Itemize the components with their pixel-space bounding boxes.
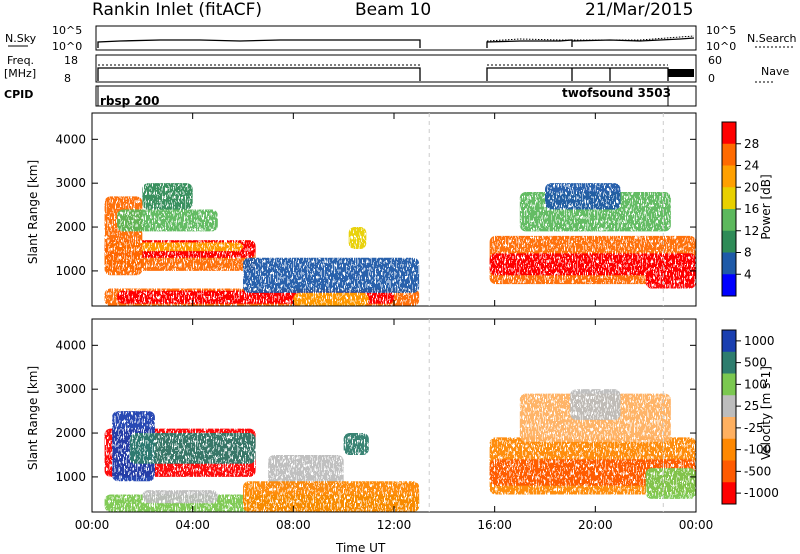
colorbar-tick-label: 12 — [744, 224, 759, 238]
power-echo — [489, 253, 696, 276]
colorbar-segment — [722, 209, 736, 232]
cpid-label: CPID — [4, 88, 33, 101]
nsky-panel: N.Sky 10^5 10^0 10^5 10^0 N.Search — [5, 24, 797, 53]
y-tick-label: 4000 — [55, 338, 86, 352]
power-echo — [645, 266, 696, 289]
freq-tick-high: 18 — [64, 54, 78, 67]
y-tick-label: 2000 — [55, 220, 86, 234]
freq-panel: Freq. [MHz] 18 8 60 0 Nave — [4, 54, 789, 85]
power-echo — [348, 227, 367, 249]
x-tick-label: 12:00 — [377, 518, 412, 532]
nsky-right-tick-low: 10^0 — [706, 40, 736, 53]
freq-label: Freq. — [7, 54, 34, 67]
time-axis: 00:00 04:00 08:00 12:00 16:00 20:00 00:00 — [75, 113, 714, 532]
y-tick-label: 3000 — [55, 176, 86, 190]
x-tick-label: 04:00 — [175, 518, 210, 532]
colorbar-segment — [722, 482, 736, 505]
nave-tick-low: 0 — [708, 72, 715, 85]
colorbar-segment — [722, 438, 736, 461]
cpid-rbsp: rbsp 200 — [100, 94, 159, 108]
velocity-ylabel: Slant Range [km] — [26, 366, 40, 470]
colorbar-segment — [722, 417, 736, 440]
x-tick-label: 16:00 — [477, 518, 512, 532]
power-ylabel: Slant Range [km] — [26, 160, 40, 264]
x-tick-label: 08:00 — [276, 518, 311, 532]
nsky-tick-high: 10^5 — [52, 24, 82, 37]
date-title: 21/Mar/2015 — [585, 0, 693, 20]
colorbar-tick-label: 500 — [744, 356, 767, 370]
colorbar-tick-label: 4 — [744, 267, 752, 281]
beam-title: Beam 10 — [355, 0, 431, 20]
power-echo — [104, 196, 143, 276]
velocity-echo — [570, 389, 621, 420]
colorbar-segment — [722, 187, 736, 210]
colorbar-tick-label: 100 — [744, 377, 767, 391]
colorbar-segment — [722, 122, 736, 145]
station-title: Rankin Inlet (fitACF) — [92, 0, 262, 20]
freq-tick-low: 8 — [64, 72, 71, 85]
velocity-echo — [129, 433, 256, 464]
cpid-panel: CPID rbsp 200 twofsound 3503 — [4, 85, 697, 108]
power-echo — [293, 292, 369, 306]
colorbar-segment — [722, 395, 736, 418]
nsearch-label: N.Search — [747, 32, 797, 45]
y-tick-label: 4000 — [55, 132, 86, 146]
colorbar-tick-label: -500 — [744, 464, 771, 478]
colorbar-tick-label: 1000 — [744, 334, 775, 348]
colorbar-tick-label: 16 — [744, 202, 759, 216]
colorbar-tick-label: 25 — [744, 399, 759, 413]
freq-unit-label: [MHz] — [4, 67, 36, 80]
colorbar-segment — [722, 165, 736, 188]
power-colorbar-label: Power [dB] — [759, 174, 773, 239]
nsky-label: N.Sky — [5, 32, 37, 45]
velocity-echo — [343, 433, 369, 455]
nave-tick-high: 60 — [708, 54, 722, 67]
velocity-echo — [243, 481, 420, 512]
velocity-echo — [142, 490, 218, 504]
velocity-echo — [489, 459, 696, 486]
colorbar-segment — [722, 230, 736, 253]
cpid-twofsound: twofsound 3503 — [562, 86, 671, 100]
power-panel: 4000 3000 2000 1000 Slant Range [km] 28 24 20… — [26, 112, 773, 307]
colorbar-tick-label: 28 — [744, 137, 759, 151]
colorbar-segment — [722, 330, 736, 353]
power-echo — [117, 209, 218, 232]
colorbar-tick-label: -25 — [744, 421, 764, 435]
time-xlabel: Time UT — [335, 541, 386, 554]
power-echo — [545, 183, 621, 210]
colorbar-segment — [722, 373, 736, 396]
colorbar-segment — [722, 274, 736, 297]
power-echo — [243, 257, 420, 293]
colorbar-tick-label: -100 — [744, 443, 771, 457]
velocity-colorbar-label: Velocity [m s-1] — [759, 366, 773, 460]
colorbar-segment — [722, 351, 736, 374]
x-tick-label: 00:00 — [679, 518, 714, 532]
colorbar-tick-label: 8 — [744, 246, 752, 260]
y-tick-label: 1000 — [55, 470, 86, 484]
x-tick-label: 20:00 — [578, 518, 613, 532]
colorbar-tick-label: 20 — [744, 180, 759, 194]
x-tick-label: 00:00 — [75, 518, 110, 532]
nave-label: Nave — [761, 65, 789, 78]
colorbar-tick-label: 24 — [744, 159, 759, 173]
y-tick-label: 1000 — [55, 264, 86, 278]
colorbar-segment — [722, 252, 736, 275]
colorbar-segment — [722, 143, 736, 166]
power-echo — [142, 183, 193, 210]
nsky-right-tick-high: 10^5 — [706, 24, 736, 37]
colorbar-tick-label: -1000 — [744, 486, 779, 500]
velocity-echo — [645, 468, 696, 499]
nsky-tick-low: 10^0 — [52, 40, 82, 53]
velocity-panel: 4000 3000 2000 1000 Slant Range [km] 1000 50… — [26, 318, 779, 513]
y-tick-label: 3000 — [55, 382, 86, 396]
colorbar-frame — [721, 329, 737, 505]
colorbar-segment — [722, 460, 736, 483]
y-tick-label: 2000 — [55, 426, 86, 440]
